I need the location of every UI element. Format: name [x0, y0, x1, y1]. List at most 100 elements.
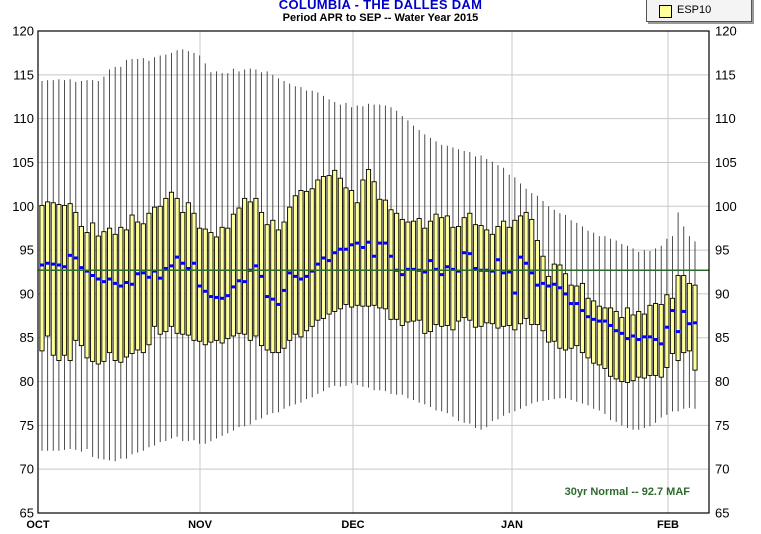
- median-marker: [276, 302, 281, 306]
- box: [461, 217, 467, 319]
- box: [270, 219, 276, 354]
- box: [225, 227, 231, 340]
- box: [382, 199, 388, 310]
- median-marker: [450, 267, 456, 271]
- median-marker: [574, 302, 580, 306]
- box: [546, 275, 552, 343]
- x-tick-label: JAN: [501, 519, 523, 531]
- median-marker: [388, 254, 394, 258]
- box: [208, 232, 214, 343]
- median-marker: [169, 264, 174, 268]
- y-tick-label-left: 90: [20, 286, 34, 301]
- median-marker: [557, 286, 563, 290]
- box: [56, 204, 62, 361]
- y-tick-label-left: 115: [13, 67, 34, 82]
- median-marker: [568, 302, 574, 306]
- median-marker: [506, 270, 512, 274]
- median-marker: [304, 274, 309, 278]
- box: [377, 198, 383, 309]
- x-tick-label: OCT: [26, 519, 50, 531]
- y-tick-label-left: 70: [20, 462, 34, 477]
- median-marker: [146, 275, 152, 279]
- median-marker: [681, 309, 687, 313]
- median-marker: [315, 262, 321, 266]
- box: [568, 284, 574, 349]
- box: [540, 255, 546, 332]
- box: [658, 303, 664, 378]
- box: [365, 169, 372, 307]
- box: [427, 220, 433, 333]
- median-marker: [140, 271, 146, 275]
- median-marker: [62, 265, 67, 269]
- median-marker: [360, 245, 366, 249]
- box: [213, 236, 220, 341]
- box: [50, 202, 56, 356]
- box: [439, 217, 445, 327]
- median-marker: [50, 262, 56, 266]
- box: [61, 204, 68, 356]
- median-marker: [512, 291, 518, 295]
- median-marker: [270, 297, 276, 301]
- median-marker: [321, 256, 326, 260]
- normal-annotation: 30yr Normal -- 92.7 MAF: [565, 486, 691, 498]
- median-marker: [197, 284, 203, 288]
- plot-border: [37, 30, 710, 514]
- median-marker: [118, 284, 124, 288]
- median-marker: [202, 289, 208, 293]
- median-marker: [366, 240, 371, 244]
- box: [281, 221, 287, 349]
- median-marker: [163, 266, 169, 270]
- box: [90, 222, 96, 362]
- box: [506, 226, 512, 326]
- box: [647, 304, 653, 376]
- box: [298, 190, 304, 338]
- y-tick-label-right: 110: [715, 111, 736, 126]
- box: [484, 229, 490, 324]
- median-marker: [236, 279, 242, 283]
- median-marker: [641, 335, 647, 339]
- x-tick-label: FEB: [657, 519, 679, 531]
- box: [304, 190, 310, 332]
- y-tick-label-right: 90: [715, 286, 729, 301]
- median-marker: [264, 295, 270, 299]
- box: [107, 227, 113, 354]
- median-marker: [326, 259, 332, 263]
- box: [641, 313, 647, 379]
- box: [489, 233, 495, 325]
- box: [320, 176, 327, 319]
- median-marker: [382, 241, 388, 245]
- box: [354, 202, 360, 306]
- box: [405, 221, 411, 323]
- legend: ESP10: [646, 0, 752, 22]
- median-marker: [473, 266, 478, 270]
- box: [315, 179, 321, 321]
- box: [174, 197, 180, 334]
- median-marker: [349, 243, 355, 247]
- y-tick-label-right: 115: [715, 67, 736, 82]
- median-marker: [456, 269, 461, 273]
- y-tick-label-left: 100: [12, 199, 34, 214]
- box: [686, 282, 692, 352]
- box: [168, 191, 175, 327]
- median-marker: [253, 264, 259, 268]
- median-marker: [692, 321, 698, 325]
- y-tick-label-right: 80: [715, 374, 729, 389]
- box: [410, 220, 417, 322]
- box: [551, 263, 557, 342]
- median-marker: [529, 271, 535, 275]
- box: [78, 225, 84, 347]
- y-tick-label-right: 70: [715, 462, 729, 477]
- median-marker: [658, 342, 664, 346]
- median-marker: [67, 253, 73, 257]
- y-tick-label-right: 75: [715, 418, 729, 433]
- box: [202, 228, 208, 346]
- box: [574, 285, 580, 347]
- box: [579, 282, 585, 354]
- y-tick-label-left: 75: [20, 418, 34, 433]
- median-marker: [467, 252, 473, 256]
- median-marker: [686, 322, 692, 326]
- box: [472, 224, 479, 328]
- box: [219, 226, 225, 344]
- box: [95, 235, 101, 365]
